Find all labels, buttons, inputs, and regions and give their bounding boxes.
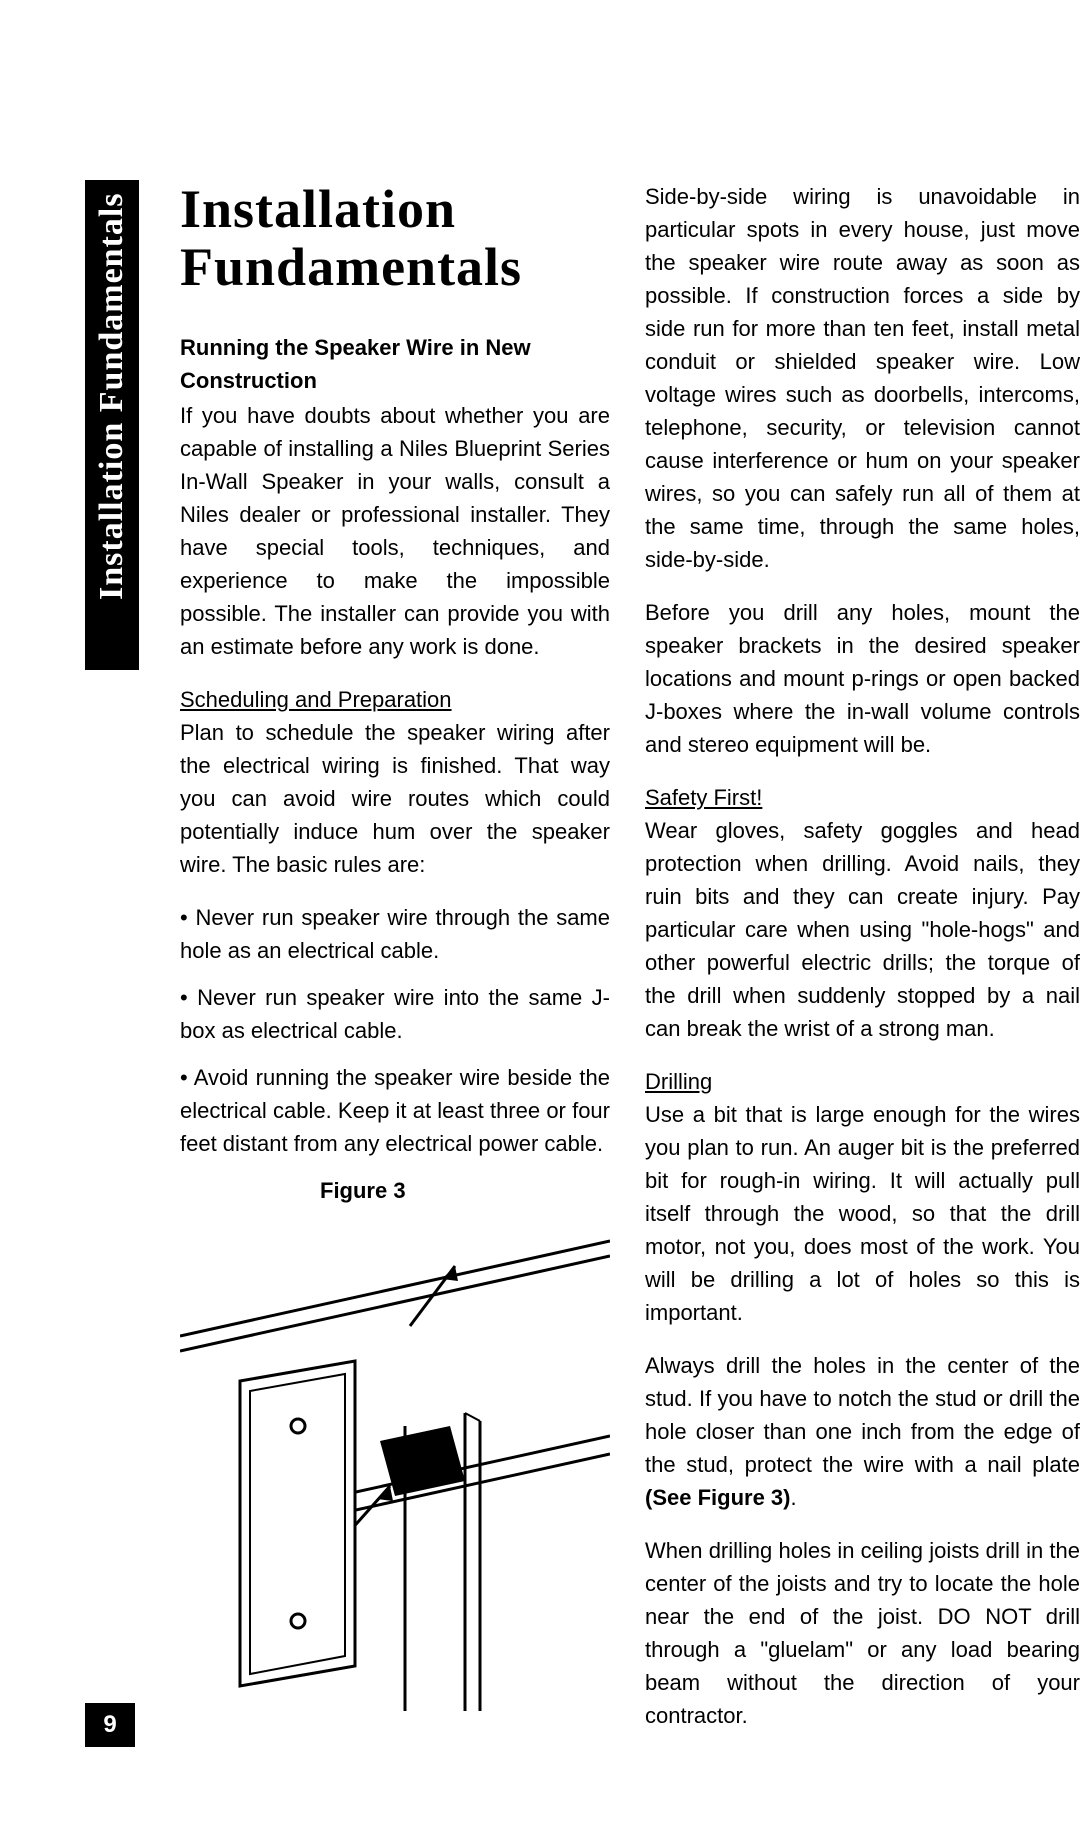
subsection-heading: Scheduling and Preparation — [180, 687, 452, 712]
body-paragraph: If you have doubts about whether you are… — [180, 399, 610, 663]
body-paragraph: Always drill the holes in the center of … — [645, 1349, 1080, 1514]
figure-label: Figure 3 — [320, 1174, 610, 1207]
subsection-heading: Safety First! — [645, 785, 762, 810]
column-right: Side-by-side wiring is unavoidable in pa… — [645, 180, 1080, 1752]
body-paragraph: Safety First! Wear gloves, safety goggles… — [645, 781, 1080, 1045]
body-text: Wear gloves, safety goggles and head pro… — [645, 818, 1080, 1041]
side-tab: Installation Fundamentals — [85, 180, 139, 670]
body-text: . — [790, 1485, 796, 1510]
body-paragraph: When drilling holes in ceiling joists dr… — [645, 1534, 1080, 1732]
figure-3-diagram — [180, 1211, 610, 1711]
page-number: 9 — [85, 1703, 135, 1747]
column-left: Installation Fundamentals Running the Sp… — [180, 180, 610, 1752]
bullet-item: • Never run speaker wire through the sam… — [180, 901, 610, 967]
body-paragraph: Before you drill any holes, mount the sp… — [645, 596, 1080, 761]
body-text: Always drill the holes in the center of … — [645, 1353, 1080, 1477]
body-text: Plan to schedule the speaker wiring afte… — [180, 720, 610, 877]
document-page: Installation Fundamentals Installation F… — [85, 180, 1080, 1832]
bullet-item: • Never run speaker wire into the same J… — [180, 981, 610, 1047]
figure-reference: (See Figure 3) — [645, 1485, 790, 1510]
body-paragraph: Scheduling and Preparation Plan to schedu… — [180, 683, 610, 881]
body-paragraph: Drilling Use a bit that is large enough f… — [645, 1065, 1080, 1329]
content-columns: Installation Fundamentals Running the Sp… — [180, 180, 1080, 1752]
body-text: Use a bit that is large enough for the w… — [645, 1102, 1080, 1325]
subsection-heading: Drilling — [645, 1069, 712, 1094]
section-heading: Running the Speaker Wire in New Construc… — [180, 331, 610, 397]
page-title: Installation Fundamentals — [180, 180, 610, 297]
bullet-item: • Avoid running the speaker wire beside … — [180, 1061, 610, 1160]
body-paragraph: Side-by-side wiring is unavoidable in pa… — [645, 180, 1080, 576]
